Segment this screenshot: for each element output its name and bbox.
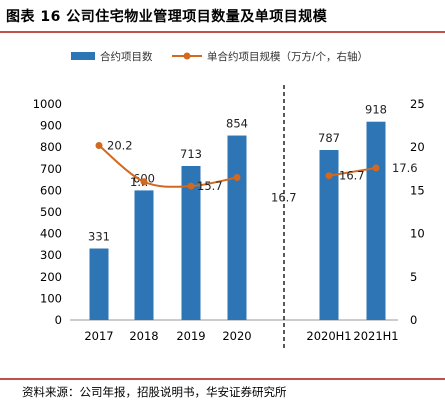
bar	[89, 248, 109, 320]
line-value-label: 1...	[130, 175, 148, 189]
y-left-tick-label: 200	[40, 270, 62, 284]
y-left-tick-label: 400	[40, 227, 62, 241]
figure-title: 图表 16 公司住宅物业管理项目数量及单项目规模	[6, 9, 328, 25]
line-value-label: 15.7	[197, 179, 223, 193]
bar	[366, 121, 386, 320]
y-left-tick-label: 1000	[33, 97, 62, 111]
line-series-segment	[98, 144, 238, 188]
line-value-label: 16.7	[339, 169, 365, 183]
chart: 合约项目数 单合约项目规模（万方/个，右轴）0100200300400500600…	[33, 50, 425, 348]
line-point	[372, 164, 380, 172]
bar	[134, 190, 154, 320]
x-tick-label: 2019	[176, 329, 205, 343]
y-right-tick-label: 25	[410, 97, 425, 111]
bar	[181, 165, 201, 320]
y-left-tick-label: 900	[40, 119, 62, 133]
x-tick-label: 2020H1	[306, 329, 351, 343]
line-value-label: 20.2	[107, 138, 133, 152]
y-left-tick-label: 0	[55, 313, 62, 327]
y-left-tick-label: 500	[40, 205, 62, 219]
bar	[319, 150, 339, 320]
line-point	[95, 141, 103, 149]
legend-marker-line	[183, 52, 191, 60]
title-bar: 图表 16 公司住宅物业管理项目数量及单项目规模	[0, 0, 445, 33]
line-point	[325, 172, 333, 180]
x-tick-label: 2017	[84, 329, 113, 343]
line-value-label: 17.6	[392, 161, 418, 175]
title-rule	[0, 31, 445, 33]
y-left-tick-label: 600	[40, 183, 62, 197]
y-left-tick-label: 300	[40, 248, 62, 262]
line-value-label: 16.7	[271, 190, 297, 204]
y-right-tick-label: 5	[410, 270, 417, 284]
line-point	[233, 173, 241, 181]
bar-value-label: 854	[226, 117, 248, 131]
y-left-tick-label: 700	[40, 162, 62, 176]
line-point	[140, 178, 148, 186]
y-right-tick-label: 0	[410, 313, 417, 327]
x-tick-label: 2020	[222, 329, 251, 343]
y-right-tick-label: 15	[410, 183, 425, 197]
bar-value-label: 331	[88, 230, 110, 244]
x-tick-label: 2021H1	[353, 329, 398, 343]
y-right-tick-label: 20	[410, 140, 425, 154]
line-point	[187, 182, 195, 190]
legend-label-line: 单合约项目规模（万方/个，右轴）	[207, 50, 368, 63]
bar-value-label: 918	[365, 103, 387, 117]
y-left-tick-label: 800	[40, 140, 62, 154]
x-tick-label: 2018	[129, 329, 158, 343]
y-right-tick-label: 10	[410, 227, 425, 241]
y-left-tick-label: 100	[40, 291, 62, 305]
bar-value-label: 713	[180, 147, 202, 161]
bar-value-label: 787	[318, 131, 340, 145]
legend-label-bars: 合约项目数	[100, 50, 153, 63]
source-note: 资料来源：公司年报，招股说明书，华安证券研究所	[22, 385, 287, 399]
legend-swatch-bars	[71, 52, 95, 60]
bar	[227, 135, 247, 320]
source-rule	[0, 378, 445, 380]
